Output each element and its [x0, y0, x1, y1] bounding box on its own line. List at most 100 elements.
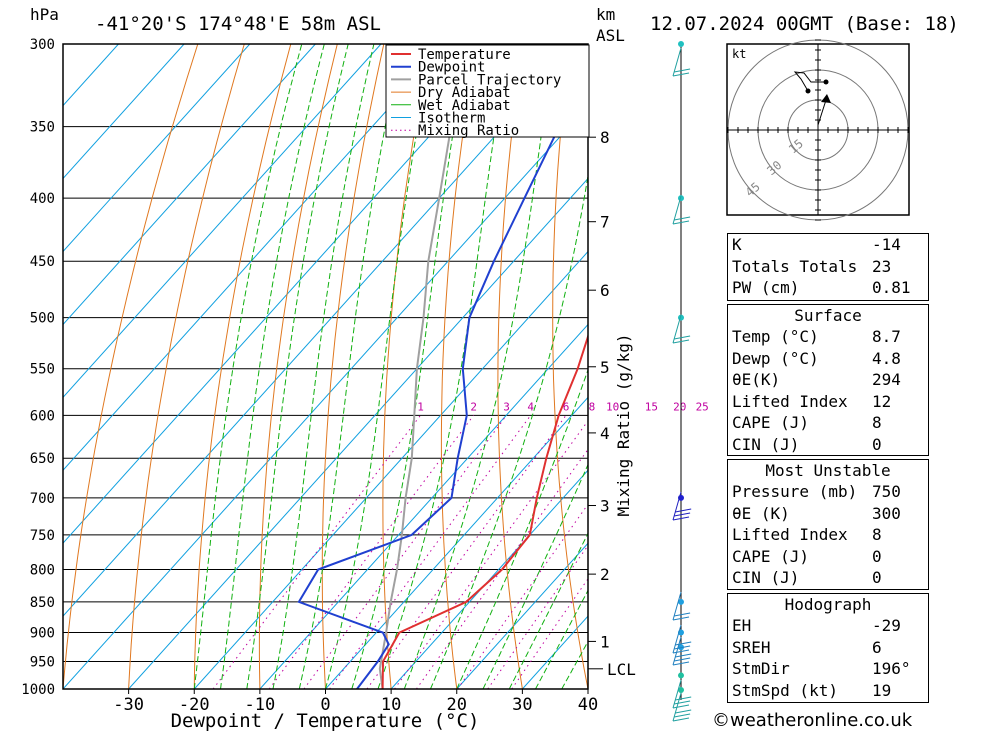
most-unstable-label: Pressure (mb)	[732, 482, 858, 501]
wind-barb	[672, 314, 682, 344]
pressure-tick-label: 850	[30, 595, 55, 611]
km-tick-label: 8	[600, 128, 610, 147]
wind-barb-flag	[674, 713, 691, 718]
surface-value: 12	[872, 391, 892, 411]
wind-barb-flag	[674, 700, 691, 705]
pressure-tick-label: 350	[30, 120, 55, 136]
wind-level-dot	[678, 687, 684, 693]
isotherm-line	[63, 44, 382, 399]
hodograph-value: 6	[872, 637, 882, 657]
pressure-tick-label: 550	[30, 362, 55, 378]
dry-adiabat-line	[258, 44, 338, 689]
wind-barb-flag	[675, 696, 692, 701]
wind-barb-flag	[672, 717, 690, 722]
dry-adiabat-line	[942, 44, 1000, 689]
hodograph-point	[805, 88, 811, 94]
isotherm-line	[63, 44, 185, 180]
surface-row: θE(K) 294	[728, 369, 928, 391]
wind-barb-flag	[674, 512, 691, 517]
asl-unit-label: ASL	[596, 26, 625, 45]
km-tick-label: 3	[600, 497, 610, 516]
isotherm-line	[128, 177, 588, 689]
most-unstable-value: 8	[872, 525, 882, 544]
dry-adiabat-line	[497, 44, 524, 689]
hodograph-row: StmDir 196°	[728, 658, 928, 680]
mixing-ratio-label: 8	[589, 400, 596, 413]
most-unstable-value: 750	[872, 482, 901, 501]
wind-barb-flag	[675, 641, 692, 646]
pressure-tick-label: 500	[30, 311, 55, 327]
hodograph-value: -29	[872, 616, 901, 635]
isotherm-line	[193, 250, 588, 689]
most-unstable-label: CAPE (J)	[732, 546, 810, 566]
pressure-tick-label: 750	[30, 528, 55, 544]
mixing-ratio-label: 10	[606, 400, 619, 413]
km-tick-label: 6	[600, 281, 610, 300]
wind-barb	[672, 491, 682, 521]
pressure-tick-label: 800	[30, 562, 55, 578]
x-tick-label: 40	[578, 695, 598, 715]
x-tick-label: 30	[512, 695, 532, 715]
pressure-tick-label: 450	[30, 254, 55, 270]
legend-entry: Isotherm	[418, 111, 485, 127]
wind-barb-flag	[674, 216, 691, 221]
isotherm-line	[63, 44, 316, 326]
mixing-ratio-line	[268, 415, 475, 689]
hodograph-title: Hodograph	[784, 595, 872, 614]
wind-barb-flag	[672, 661, 690, 666]
surface-row: Lifted Index 12	[728, 391, 928, 413]
legend-box	[385, 44, 590, 138]
surface-label: CAPE (J)	[732, 413, 810, 432]
totals-totals-row: Totals Totals 23	[732, 256, 892, 276]
most-unstable-label: Lifted Index	[732, 525, 848, 544]
hodograph-unit-label: kt	[732, 47, 746, 61]
mixing-ratio-axis-label: Mixing Ratio (g/kg)	[614, 333, 633, 516]
wet-adiabat-line	[220, 44, 325, 689]
storm-motion-arrowhead	[821, 94, 831, 103]
legend-entry: Mixing Ratio	[418, 123, 519, 139]
most-unstable-value: 0	[872, 568, 882, 587]
mixing-ratio-line	[511, 577, 588, 689]
wet-adiabat-line	[456, 368, 588, 689]
hodograph-value: 19	[872, 680, 892, 700]
wind-barb	[672, 679, 682, 709]
wind-barb	[672, 636, 682, 666]
mixing-ratio-label: 1	[417, 400, 424, 413]
most-unstable-label: CIN (J)	[732, 568, 800, 587]
wind-barb-flag	[674, 645, 691, 650]
dry-adiabat-line	[382, 44, 431, 689]
dry-adiabat-line	[440, 44, 478, 689]
temperature-profile	[381, 333, 588, 689]
wind-level-dot	[678, 598, 684, 605]
surface-label: Temp (°C)	[732, 327, 819, 346]
wind-barb-flag	[674, 657, 691, 662]
x-tick-label: 20	[447, 695, 467, 715]
mixing-ratio-label: 3	[503, 400, 510, 413]
wind-barb	[672, 195, 682, 225]
most-unstable-row: θE (K) 300	[728, 503, 928, 525]
dry-adiabat-line	[657, 44, 719, 689]
wet-adiabat-line	[351, 44, 469, 689]
mixing-ratio-label: 15	[645, 400, 658, 413]
surface-label: θE(K)	[732, 370, 781, 389]
mixing-ratio-label: 25	[696, 400, 709, 413]
surface-row: Dewp (°C) 4.8	[728, 348, 928, 370]
wet-adiabat-line	[535, 589, 588, 689]
isotherm-line	[63, 44, 579, 617]
dewpoint-profile	[297, 71, 588, 689]
wind-barb-flag	[675, 653, 692, 658]
x-tick-label: 10	[381, 695, 401, 715]
pressure-tick-label: 650	[30, 451, 55, 467]
pressure-tick-label: 300	[30, 37, 55, 53]
hodograph-label: EH	[732, 616, 752, 635]
x-tick-label: -10	[245, 695, 276, 715]
legend-entry: Parcel Trajectory	[418, 72, 561, 88]
dry-adiabat-line	[128, 44, 245, 689]
wind-level-dot	[678, 672, 684, 679]
most-unstable-value: 0	[872, 546, 882, 566]
x-axis-label: Dewpoint / Temperature (°C)	[171, 710, 480, 732]
hodograph-point	[823, 79, 829, 85]
pressure-tick-label: 900	[30, 626, 55, 642]
km-tick-label: 4	[600, 424, 610, 443]
mixing-ratio-line	[329, 415, 532, 689]
